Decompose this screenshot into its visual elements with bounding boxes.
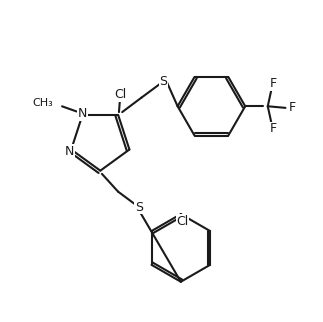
Text: F: F [270, 122, 277, 135]
Text: N: N [65, 145, 74, 158]
Text: Cl: Cl [176, 215, 189, 228]
Text: F: F [270, 77, 277, 90]
Text: N: N [78, 107, 87, 120]
Text: Cl: Cl [114, 88, 127, 101]
Text: S: S [135, 201, 143, 213]
Text: CH₃: CH₃ [33, 98, 53, 108]
Text: F: F [288, 101, 296, 114]
Text: S: S [159, 75, 167, 88]
